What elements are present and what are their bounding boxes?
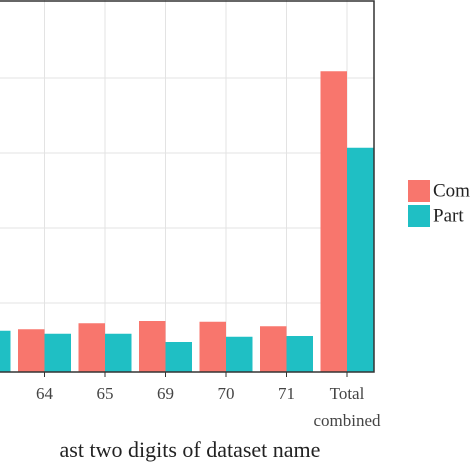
- bar: [139, 321, 166, 372]
- panel-border: [0, 0, 375, 373]
- bar: [260, 326, 287, 372]
- legend-label: Com: [433, 180, 470, 201]
- legend-key: [408, 205, 430, 227]
- bar: [226, 336, 253, 372]
- x-tick-label: Total combined: [313, 384, 381, 430]
- legend-key: [408, 180, 430, 202]
- x-tick-label: 70: [218, 384, 235, 403]
- bar: [286, 336, 313, 372]
- x-tick-label: 69: [157, 384, 174, 403]
- x-tick-label: 71: [278, 384, 295, 403]
- legend-label: Part: [433, 205, 464, 226]
- bars: [0, 71, 374, 372]
- bar: [0, 330, 11, 372]
- bar: [199, 321, 226, 372]
- bar: [18, 329, 45, 372]
- bar: [320, 71, 347, 372]
- bar: [347, 147, 374, 372]
- bar: [78, 323, 105, 372]
- x-tick-label: 64: [36, 384, 54, 403]
- x-tick-label: 65: [97, 384, 114, 403]
- x-axis-title: ast two digits of dataset name: [60, 437, 321, 462]
- bar: [165, 342, 192, 372]
- bar: [44, 333, 71, 372]
- bar: [105, 333, 132, 372]
